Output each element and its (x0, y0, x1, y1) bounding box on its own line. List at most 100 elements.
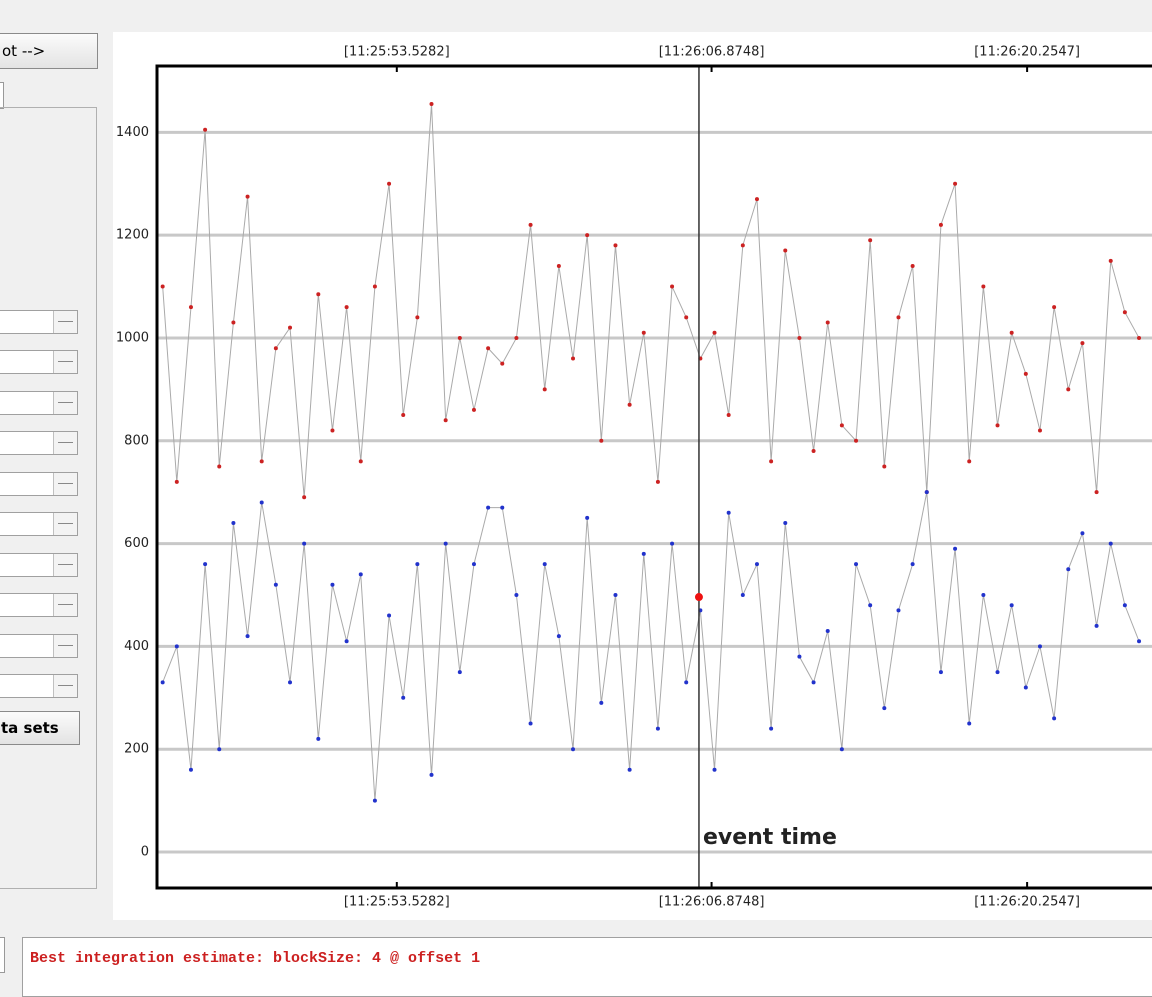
spin-arrows[interactable] (53, 311, 77, 333)
data-point (910, 263, 915, 268)
data-point (754, 562, 759, 567)
spin-arrows[interactable] (53, 473, 77, 495)
data-point (401, 413, 406, 418)
data-point (769, 459, 774, 464)
x-tick-label-bottom: [11:25:53.5282] (344, 895, 450, 910)
data-point (571, 747, 576, 752)
data-point (556, 263, 561, 268)
data-point (188, 305, 193, 310)
data-point (783, 248, 788, 253)
data-point (231, 521, 236, 526)
y-tick-label: 200 (124, 742, 149, 757)
spin-arrows[interactable] (53, 392, 77, 414)
spin-arrows[interactable] (53, 594, 77, 616)
data-point (797, 654, 802, 659)
x-tick-label-top: [11:26:06.8748] (659, 45, 765, 60)
data-point (415, 562, 420, 567)
status-box: Best integration estimate: blockSize: 4 … (22, 937, 1152, 997)
data-point (924, 490, 929, 495)
data-point (259, 459, 264, 464)
spin-box[interactable] (0, 674, 78, 698)
data-point (825, 628, 830, 633)
data-point (655, 726, 660, 731)
data-point (273, 346, 278, 351)
data-point (1122, 603, 1127, 608)
data-point (471, 407, 476, 412)
data-point (641, 551, 646, 556)
data-point (712, 767, 717, 772)
data-point (599, 438, 604, 443)
data-point (797, 335, 802, 340)
y-tick-label: 400 (124, 639, 149, 654)
data-point (811, 449, 816, 454)
data-point (387, 181, 392, 186)
data-point (486, 346, 491, 351)
spin-box[interactable] (0, 634, 78, 658)
status-message: Best integration estimate: blockSize: 4 … (30, 950, 481, 967)
spin-arrows[interactable] (53, 554, 77, 576)
data-point (415, 315, 420, 320)
spin-box[interactable] (0, 391, 78, 415)
y-tick-label: 800 (124, 433, 149, 448)
data-point (500, 505, 505, 510)
data-point (316, 292, 321, 297)
data-point (302, 541, 307, 546)
spin-arrows[interactable] (53, 351, 77, 373)
spin-box[interactable] (0, 431, 78, 455)
data-point (1080, 341, 1085, 346)
spin-arrows[interactable] (53, 675, 77, 697)
data-point (839, 423, 844, 428)
data-point (330, 428, 335, 433)
data-point (627, 767, 632, 772)
data-point (372, 284, 377, 289)
spin-box[interactable] (0, 593, 78, 617)
data-point (174, 644, 179, 649)
data-point (401, 695, 406, 700)
data-point (1094, 490, 1099, 495)
data-point (995, 423, 1000, 428)
spin-arrows[interactable] (53, 513, 77, 535)
data-point (571, 356, 576, 361)
data-point (457, 335, 462, 340)
chart-panel (113, 32, 1152, 920)
spin-arrows[interactable] (53, 635, 77, 657)
spin-box[interactable] (0, 553, 78, 577)
data-point (486, 505, 491, 510)
x-tick-label-bottom: [11:26:06.8748] (659, 895, 765, 910)
data-point (839, 747, 844, 752)
y-tick-label: 0 (141, 845, 149, 860)
data-point (344, 639, 349, 644)
spin-box[interactable] (0, 310, 78, 334)
data-point (613, 592, 618, 597)
datasets-button[interactable]: ta sets (0, 711, 80, 745)
data-point (1009, 330, 1014, 335)
data-point (1066, 387, 1071, 392)
data-point (938, 222, 943, 227)
data-point (174, 479, 179, 484)
data-point (967, 459, 972, 464)
spin-arrows[interactable] (53, 432, 77, 454)
data-point (245, 194, 250, 199)
spin-box[interactable] (0, 472, 78, 496)
x-tick-label-top: [11:25:53.5282] (344, 45, 450, 60)
data-point (542, 562, 547, 567)
data-point (203, 127, 208, 132)
data-point (302, 495, 307, 500)
data-point (726, 413, 731, 418)
data-point (981, 284, 986, 289)
data-point (160, 284, 165, 289)
data-point (754, 197, 759, 202)
data-point (288, 325, 293, 330)
data-point (698, 608, 703, 613)
series-line (162, 492, 1140, 801)
data-point (599, 700, 604, 705)
data-point (372, 798, 377, 803)
spin-box[interactable] (0, 350, 78, 374)
data-point (868, 603, 873, 608)
spin-box[interactable] (0, 512, 78, 536)
data-point (160, 680, 165, 685)
plot-button[interactable]: ot --> (0, 33, 98, 69)
data-point (330, 582, 335, 587)
